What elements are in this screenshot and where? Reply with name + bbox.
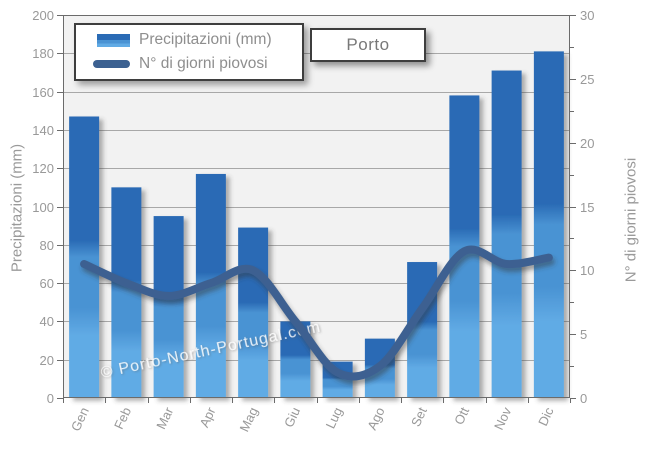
left-tick-label: 80 [40,238,54,253]
right-axis-title: N° di giorni piovosi [622,157,640,283]
chart-title: Porto [346,35,390,54]
bar-mar [153,216,184,398]
bar-mag [238,227,269,398]
legend-label-precipitation: Precipitazioni (mm) [139,31,272,48]
left-tick-label: 60 [40,276,54,291]
bar-nov [491,70,522,398]
left-tick-label: 20 [40,353,54,368]
right-tick-label: 30 [580,8,594,23]
legend-label-rainy-days: N° di giorni piovosi [139,55,268,72]
left-tick-label: 40 [40,314,54,329]
right-tick-label: 5 [580,327,587,342]
x-tick-label-set: Set [408,405,430,429]
left-tick-label: 100 [32,200,54,215]
right-tick-label: 15 [580,200,594,215]
left-tick-label: 140 [32,123,54,138]
x-tick-label-lug: Lug [323,405,346,431]
x-tick-label-ott: Ott [451,405,472,427]
right-tick-label: 10 [580,263,594,278]
left-axis-title: Precipitazioni (mm) [8,143,26,273]
legend: Precipitazioni (mm) N° di giorni piovosi [74,23,304,81]
right-tick-label: 25 [580,72,594,87]
x-tick-label-dic: Dic [535,404,557,428]
legend-item-precipitation: Precipitazioni (mm) [93,31,302,49]
bar-dic [533,51,564,398]
left-tick-label: 180 [32,46,54,61]
left-tick-label: 120 [32,161,54,176]
legend-item-rainy-days: N° di giorni piovosi [93,55,302,73]
bar-swatch-icon [97,33,130,47]
left-tick-label: 0 [47,391,54,406]
precipitation-bars [69,51,564,399]
x-tick-label-mar: Mar [153,404,176,431]
x-tick-label-mag: Mag [237,405,261,434]
line-swatch-icon [93,60,130,68]
x-tick-label-feb: Feb [111,405,134,432]
axis-ticks [57,15,576,403]
x-tick-label-apr: Apr [196,404,218,429]
left-tick-label: 160 [32,85,54,100]
bar-feb [111,187,142,398]
x-tick-label-giu: Giu [281,405,303,430]
x-tick-label-gen: Gen [68,405,92,434]
x-tick-label-ago: Ago [364,405,387,432]
bar-gen [69,116,100,399]
right-tick-label: 0 [580,391,587,406]
right-tick-label: 20 [580,136,594,151]
left-tick-label: 200 [32,8,54,23]
plot-frame [63,15,570,398]
rainy-days-line [80,245,553,381]
chart-title-box: Porto [310,28,426,62]
x-tick-label-nov: Nov [491,404,515,432]
